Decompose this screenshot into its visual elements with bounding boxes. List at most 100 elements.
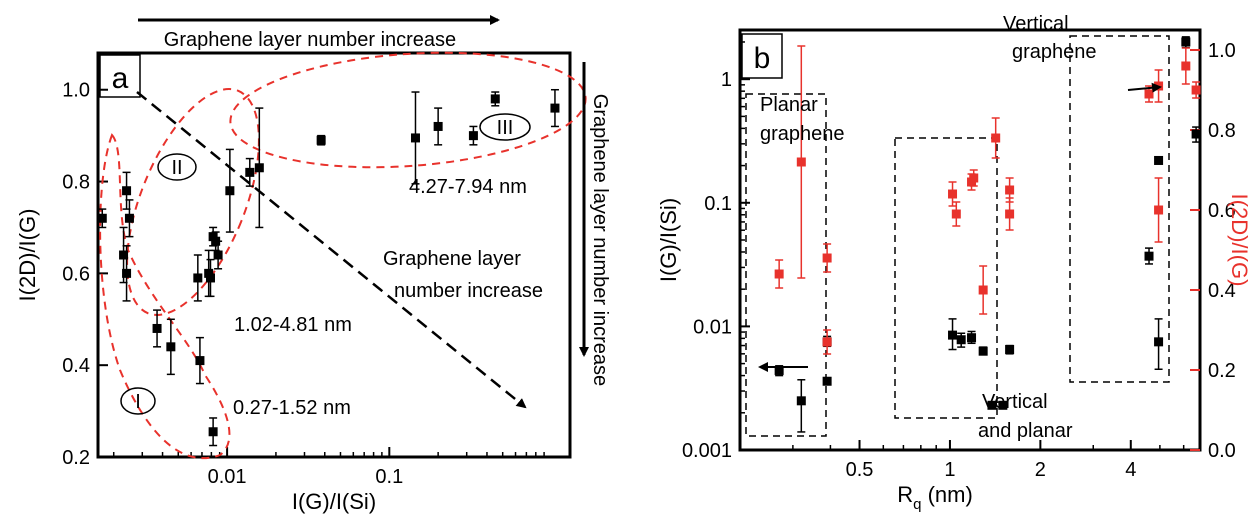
panel-a-point — [225, 148, 235, 233]
panel-b-point-right — [951, 201, 961, 227]
y-tick-label: 0.8 — [62, 172, 90, 194]
panel-b-points — [774, 36, 1201, 433]
data-point — [97, 213, 107, 223]
panel-b-ylabel-left: I(G)/I(Si) — [656, 198, 681, 282]
panel-b-point-left — [998, 400, 1008, 410]
diagonal-arrow — [136, 91, 527, 409]
panel-b-point-right — [1154, 177, 1164, 243]
panel-b-xlabel-sub: q — [913, 496, 921, 513]
panel-a-point — [468, 125, 478, 146]
data-point — [550, 103, 560, 113]
region-III-label: III — [497, 117, 514, 139]
panel-a-point — [213, 240, 223, 270]
panel-a-point — [245, 157, 255, 187]
vertical-text-line2: graphene — [1012, 41, 1097, 63]
planar-text-line1: Planar — [760, 94, 818, 116]
data-point — [410, 133, 420, 143]
panel-a-point — [97, 208, 107, 229]
top-arrow-text: Graphene layer number increase — [164, 29, 456, 51]
region-II-label: II — [171, 157, 182, 179]
y-tick-label: 1.0 — [62, 80, 90, 102]
panel-b-point-right — [978, 265, 988, 315]
data-point — [152, 323, 162, 333]
data-point — [254, 163, 264, 173]
panel-b-point-right — [969, 169, 979, 187]
y-right-tick-label: 0.0 — [1208, 440, 1236, 462]
panel-b-point-left — [967, 330, 977, 345]
data-point — [1144, 89, 1154, 99]
diagonal-text-line1: Graphene layer — [383, 248, 521, 270]
data-point — [987, 400, 997, 410]
range-III-label: 4.27-7.94 nm — [409, 176, 527, 198]
data-point — [1005, 345, 1015, 355]
data-point — [822, 376, 832, 386]
data-point — [774, 269, 784, 279]
data-point — [1181, 37, 1191, 47]
x-tick-label: 0.5 — [846, 459, 874, 481]
panel-a-label: a — [112, 62, 129, 95]
data-point — [208, 232, 218, 242]
panel-a-xlabel: I(G)/I(Si) — [292, 489, 376, 514]
panel-b-ticks: 0.5 1 2 4 0.001 0.01 0.1 1 0.0 0.2 0.4 0.6 0.8 1.0 — [682, 40, 1236, 481]
vertical-text-line1: Vertical — [1003, 13, 1069, 35]
data-point — [1005, 185, 1015, 195]
panel-b-ylabel-right: I(2D)/I(G) — [1227, 194, 1248, 287]
panel-a-point — [550, 88, 560, 128]
planar-text-line2: graphene — [760, 123, 845, 145]
panel-b-label: b — [754, 42, 771, 75]
panel-b-point-left — [948, 318, 958, 351]
x-tick-label: 4 — [1125, 459, 1136, 481]
data-point — [245, 167, 255, 177]
panel-a-point — [152, 309, 162, 348]
panel-b-point-left — [1181, 36, 1191, 49]
data-point — [1191, 85, 1201, 95]
data-point — [796, 396, 806, 406]
data-point — [978, 346, 988, 356]
panel-b-point-right — [991, 117, 1001, 159]
y-right-tick-label: 1.0 — [1208, 40, 1236, 62]
x-tick-label: 1 — [944, 459, 955, 481]
y-right-tick-label: 0.6 — [1208, 200, 1236, 222]
region-III-outline — [229, 51, 587, 169]
data-point — [1005, 209, 1015, 219]
y-right-tick-label: 0.8 — [1208, 120, 1236, 142]
data-point — [1191, 129, 1201, 139]
panel-b-xlabel-unit: (nm) — [921, 482, 972, 507]
region-I-label: I — [135, 391, 141, 413]
diagonal-text-line2: number increase — [394, 280, 543, 302]
data-point — [204, 268, 214, 278]
panel-b-point-right — [822, 329, 832, 355]
panel-b-point-left — [796, 379, 806, 433]
panel-a-regions — [99, 51, 587, 460]
panel-b-point-right — [822, 243, 832, 273]
panel-b-point-left — [1154, 155, 1164, 165]
range-II-label: 1.02-4.81 nm — [234, 314, 352, 336]
data-point — [205, 273, 215, 283]
panel-b-point-right — [1191, 81, 1201, 99]
data-point — [1144, 251, 1154, 261]
data-point — [468, 131, 478, 141]
panel-b-point-right — [1154, 69, 1164, 103]
y-left-tick-label: 0.01 — [693, 316, 732, 338]
data-point — [956, 335, 966, 345]
panel-a-ylabel: I(2D)/I(G) — [15, 209, 40, 302]
panel-a-point — [195, 336, 205, 385]
data-point — [208, 427, 218, 437]
y-left-tick-label: 0.1 — [704, 193, 732, 215]
panel-b-point-left — [956, 332, 966, 348]
region-II-badge — [157, 153, 197, 181]
panel-b-point-left — [1144, 247, 1154, 265]
data-point — [948, 189, 958, 199]
right-arrow-text: Graphene layer number increase — [589, 94, 611, 386]
vertical-group-box — [1069, 35, 1170, 383]
data-point — [193, 273, 203, 283]
vertical-arrow — [1127, 82, 1162, 93]
panel-a-point — [193, 254, 203, 302]
panel-b-label-box — [741, 33, 783, 79]
data-point — [124, 213, 134, 223]
data-point — [1154, 337, 1164, 347]
panel-a-points — [97, 88, 560, 447]
panel-b-point-left — [1191, 126, 1201, 143]
region-II-outline — [126, 88, 260, 316]
